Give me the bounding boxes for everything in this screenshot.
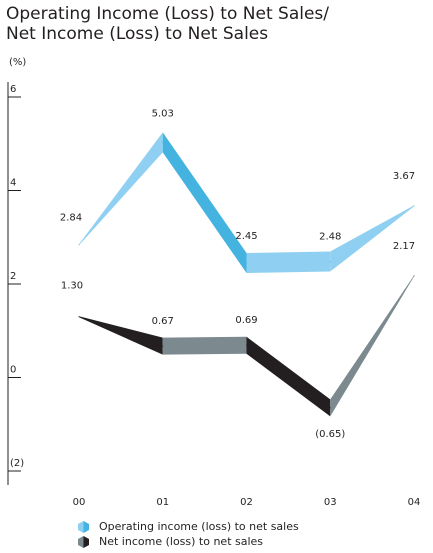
data-label: 2.17 <box>393 241 415 252</box>
series-1 <box>78 275 415 417</box>
legend-item-net: Net income (loss) to net sales <box>78 534 299 549</box>
series-0-point <box>413 205 415 207</box>
legend-marker-net-icon <box>78 535 89 548</box>
y-axis-tick-label: 2 <box>10 271 16 282</box>
x-axis-tick-label: 04 <box>408 497 421 508</box>
series-0-point <box>78 244 80 246</box>
y-axis-tick-label: 0 <box>10 365 16 376</box>
series-1-segment <box>246 336 331 417</box>
x-axis-tick-label: 01 <box>156 497 169 508</box>
data-label: 2.48 <box>319 232 341 243</box>
series-0-point <box>162 141 164 143</box>
series-1-point <box>413 275 415 277</box>
series-1-point <box>78 316 80 318</box>
y-axis-tick-label: 6 <box>10 84 16 95</box>
series-0-point <box>329 261 331 263</box>
data-label: 0.67 <box>152 316 174 327</box>
x-axis-tick-label: 02 <box>240 497 253 508</box>
series-1-segment <box>330 275 414 417</box>
data-label: 0.69 <box>235 315 257 326</box>
data-label: 5.03 <box>152 108 174 119</box>
chart-title-line-1: Operating Income (Loss) to Net Sales/ <box>6 4 329 24</box>
x-axis-tick-labels: 00 01 02 03 04 <box>73 497 421 508</box>
series-1-point <box>162 345 164 347</box>
series-0 <box>78 132 415 273</box>
y-axis-unit: (%) <box>9 57 27 68</box>
series-0-segment <box>246 251 331 273</box>
series-1-segment <box>162 336 247 355</box>
data-label: 1.30 <box>61 281 83 292</box>
series-1-point <box>246 344 247 346</box>
series-0-segment <box>162 132 247 273</box>
data-label-layer: 2.84 5.03 2.45 2.48 3.67 1.30 0.67 0.69 (0.65) 2.… <box>60 108 415 440</box>
y-axis-tick-label: 4 <box>10 178 16 189</box>
legend-marker-operating-icon <box>78 520 89 533</box>
data-label: (0.65) <box>315 429 345 440</box>
series-0-segment <box>330 205 414 272</box>
legend-label-operating: Operating income (loss) to net sales <box>99 520 299 533</box>
chart-title-line-2: Net Income (Loss) to Net Sales <box>6 24 269 44</box>
legend-label-net: Net income (loss) to net sales <box>99 535 264 548</box>
series-1-point <box>329 407 331 409</box>
y-axis: 6 4 2 0 (2) <box>7 82 24 485</box>
data-label: 3.67 <box>393 171 415 182</box>
series-0-segment <box>79 132 163 246</box>
chart-title: Operating Income (Loss) to Net Sales/ Ne… <box>6 4 426 44</box>
y-axis-tick-label: (2) <box>10 458 24 469</box>
legend-item-operating: Operating income (loss) to net sales <box>78 519 299 534</box>
series-1-segment <box>79 316 163 355</box>
data-label: 2.45 <box>235 231 257 242</box>
series-0-point <box>246 262 247 264</box>
legend: Operating income (loss) to net sales Net… <box>78 519 299 549</box>
x-axis-tick-label: 00 <box>73 497 86 508</box>
series-layer <box>78 132 415 417</box>
data-label: 2.84 <box>60 213 82 224</box>
x-axis-tick-label: 03 <box>324 497 337 508</box>
